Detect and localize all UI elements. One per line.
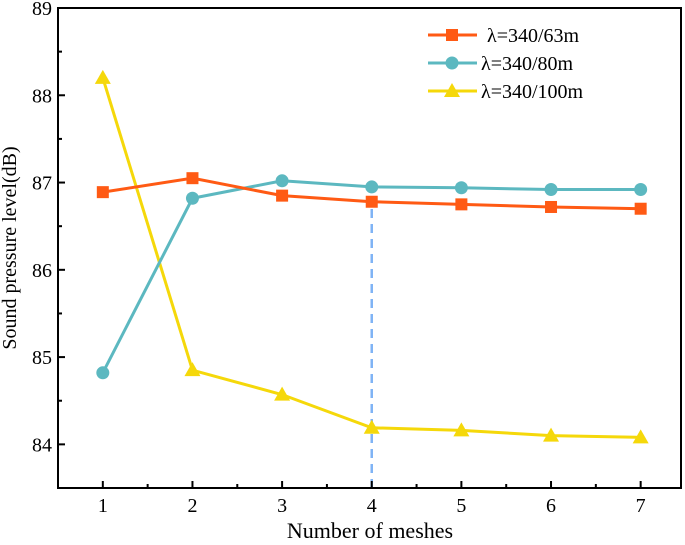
x-tick-label: 5 bbox=[456, 495, 466, 517]
y-axis-label: Sound pressure level(dB) bbox=[0, 146, 21, 349]
data-point bbox=[365, 195, 378, 208]
data-point bbox=[632, 429, 649, 444]
data-point bbox=[96, 186, 109, 199]
data-point bbox=[634, 202, 647, 215]
data-point bbox=[184, 362, 201, 377]
x-tick-label: 7 bbox=[636, 495, 646, 517]
data-point bbox=[275, 174, 289, 188]
y-tick-label: 84 bbox=[32, 434, 52, 456]
legend: λ=340/63m λ=340/80m λ=340/100m bbox=[428, 25, 584, 103]
legend-label: λ=340/63m bbox=[487, 25, 580, 47]
data-point bbox=[96, 366, 110, 380]
data-point bbox=[276, 189, 289, 202]
data-point bbox=[363, 419, 380, 434]
series-triangle bbox=[94, 69, 649, 444]
x-tick-label: 6 bbox=[546, 495, 556, 517]
legend-label: λ=340/100m bbox=[481, 81, 584, 103]
data-point bbox=[94, 69, 111, 84]
data-point bbox=[455, 198, 468, 211]
series-square bbox=[96, 172, 647, 215]
x-tick-label: 2 bbox=[187, 495, 197, 517]
y-tick-label: 85 bbox=[32, 347, 52, 369]
data-point bbox=[186, 172, 199, 185]
data-point bbox=[365, 180, 379, 194]
data-point bbox=[634, 183, 648, 197]
legend-marker bbox=[445, 56, 459, 70]
y-tick-label: 88 bbox=[32, 85, 52, 107]
data-point bbox=[545, 200, 558, 213]
legend-marker bbox=[446, 29, 458, 41]
data-point bbox=[453, 422, 470, 437]
legend-label: λ=340/80m bbox=[481, 53, 574, 75]
plot-frame bbox=[57, 7, 682, 489]
x-tick-label: 1 bbox=[98, 495, 108, 517]
series-circle bbox=[96, 174, 648, 380]
x-tick-label: 3 bbox=[277, 495, 287, 517]
y-tick-label: 89 bbox=[32, 0, 52, 20]
y-tick-label: 86 bbox=[32, 260, 52, 282]
data-point bbox=[274, 386, 291, 401]
y-tick-label: 87 bbox=[32, 173, 52, 195]
data-point bbox=[185, 191, 199, 205]
legend-marker bbox=[444, 83, 460, 97]
data-point bbox=[543, 427, 560, 442]
x-axis-label: Number of meshes bbox=[287, 518, 453, 540]
data-point bbox=[454, 181, 468, 195]
x-tick-label: 4 bbox=[367, 495, 377, 517]
data-point bbox=[544, 183, 558, 197]
